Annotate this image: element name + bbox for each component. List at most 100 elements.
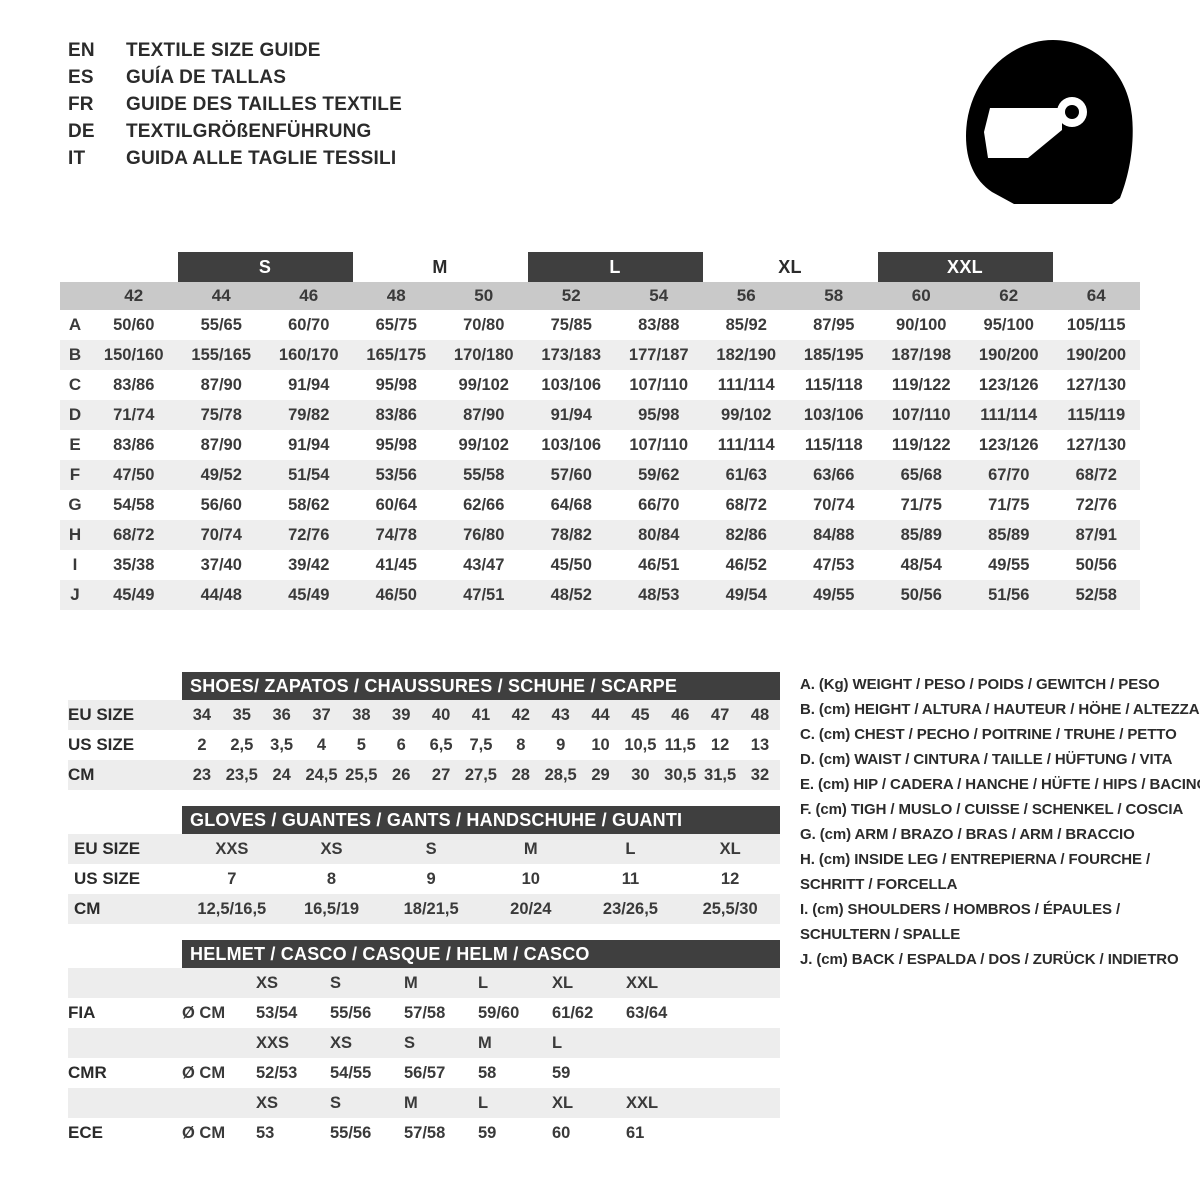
table-cell: 75/78 [200, 405, 242, 424]
table-cell: 182/190 [716, 345, 777, 364]
measurement-row-label: D [68, 405, 82, 424]
table-cell: 28,5 [544, 765, 577, 784]
helmet-size-label: XS [330, 1033, 353, 1052]
table-cell: 60/64 [375, 495, 417, 514]
title-text: TEXTILGRÖßENFÜHRUNG [126, 121, 372, 142]
helmet-value-row: CMR Ø CM 52/53 54/55 56/57 58 59 [68, 1058, 780, 1088]
sub-table-row-label: CM [68, 765, 95, 784]
table-cell: 32 [750, 765, 770, 784]
table-cell: 95/100 [983, 315, 1034, 334]
table-row: C 83/86 87/90 91/94 95/98 99/102 103/106 107/11… [60, 370, 1140, 400]
table-cell: 56/57 [404, 1063, 446, 1082]
table-cell: 95/98 [375, 435, 417, 454]
helmet-size-label: XL [552, 1093, 574, 1112]
table-cell: 20/24 [510, 899, 552, 918]
table-row: US SIZE 7 8 9 10 11 12 [68, 864, 780, 894]
size-band-row: S M L XL XXL [90, 252, 1140, 282]
table-cell: 60/70 [288, 315, 330, 334]
size-band-m: M [432, 256, 448, 277]
measurement-legend: A. (Kg) WEIGHT / PESO / POIDS / GEWITCH … [800, 672, 1200, 972]
table-cell: 150/160 [103, 345, 164, 364]
table-cell: 74/78 [375, 525, 417, 544]
table-cell: 55/56 [330, 1003, 372, 1022]
table-cell: 46/52 [725, 555, 767, 574]
table-cell: 48/53 [638, 585, 680, 604]
table-cell: 177/187 [628, 345, 689, 364]
table-cell: 24,5 [305, 765, 338, 784]
racing-helmet-icon [952, 32, 1152, 212]
sub-table-cells: 2 2,5 3,5 4 5 6 6,5 7,5 8 9 10 10,5 11,5 12 13 [182, 736, 780, 755]
table-cell: 99/102 [458, 375, 509, 394]
table-cell: 39 [392, 705, 411, 724]
table-cell: 190/200 [978, 345, 1039, 364]
table-cell: 173/183 [541, 345, 602, 364]
textile-size-table: S M L XL XXL 42 44 46 48 50 52 54 56 58 60 62 64 A 50/60… [60, 252, 1140, 610]
table-cell: 63/66 [813, 465, 855, 484]
legend-line: C. (cm) CHEST / PECHO / POITRINE / TRUHE… [800, 726, 1177, 743]
table-cell: 27 [431, 765, 451, 784]
sub-tables: SHOES/ ZAPATOS / CHAUSSURES / SCHUHE / S… [68, 672, 780, 1164]
table-cell: 61 [626, 1123, 645, 1142]
table-cell: 51/54 [288, 465, 330, 484]
table-cell: 43/47 [463, 555, 505, 574]
table-cell: 185/195 [803, 345, 864, 364]
helmet-size-label: L [552, 1033, 563, 1052]
table-cell: 11,5 [664, 735, 696, 754]
table-cell: 75/85 [550, 315, 592, 334]
table-cell: 5 [356, 735, 366, 754]
table-cell: 107/110 [629, 435, 689, 454]
helmet-value-row: FIA Ø CM 53/54 55/56 57/58 59/60 61/62 63/64 [68, 998, 780, 1028]
table-cell: 65/68 [900, 465, 942, 484]
sub-table-row-label: US SIZE [74, 869, 141, 888]
table-cell: 49/55 [988, 555, 1030, 574]
table-cell: 71/74 [113, 405, 155, 424]
table-cell: 67/70 [988, 465, 1030, 484]
table-cell: 165/175 [366, 345, 427, 364]
table-cell: 76/80 [463, 525, 505, 544]
table-cell: 37/40 [200, 555, 242, 574]
helmet-size-label: XXL [626, 1093, 659, 1112]
measurement-row-label: A [68, 315, 82, 334]
title-row: EN TEXTILE SIZE GUIDE [68, 40, 402, 67]
sub-table-row-label: US SIZE [68, 735, 135, 754]
table-cell: 38 [352, 705, 371, 724]
title-text: TEXTILE SIZE GUIDE [126, 40, 321, 61]
table-cell: 7,5 [469, 735, 493, 754]
shoes-table-title: SHOES/ ZAPATOS / CHAUSSURES / SCHUHE / S… [182, 672, 780, 700]
table-cell: 78/82 [550, 525, 592, 544]
table-cell: 6,5 [429, 735, 453, 754]
title-language-code: IT [68, 148, 86, 169]
table-cell: 50/56 [900, 585, 942, 604]
table-cell: 55/58 [463, 465, 505, 484]
title-row: DE TEXTILGRÖßENFÜHRUNG [68, 121, 402, 148]
table-cell: 85/89 [988, 525, 1030, 544]
table-cell: 115/119 [1067, 405, 1126, 424]
size-band-xxl: XXL [877, 252, 1053, 282]
table-cell: 44/48 [200, 585, 242, 604]
sub-table-row-label: EU SIZE [74, 839, 141, 858]
table-cell: 44 [591, 705, 610, 724]
table-cell: 9 [426, 869, 436, 888]
table-cell: XL [719, 839, 741, 858]
table-cell: 46/50 [375, 585, 417, 604]
size-column-header: 46 [299, 286, 319, 305]
size-column-header: 62 [999, 286, 1019, 305]
table-row: J 45/49 44/48 45/49 46/50 47/51 48/52 48/53 49/5… [60, 580, 1140, 610]
table-row: E 83/86 87/90 91/94 95/98 99/102 103/106 107/11… [60, 430, 1140, 460]
table-cell: 51/56 [988, 585, 1030, 604]
table-cell: 29 [591, 765, 610, 784]
table-cell: 83/86 [113, 375, 155, 394]
table-cell: 46/51 [638, 555, 680, 574]
table-cell: 6 [396, 735, 406, 754]
table-cell: 123/126 [978, 435, 1039, 454]
helmet-size-label: S [404, 1033, 416, 1052]
table-cell: 52/58 [1075, 585, 1117, 604]
size-column-header: 44 [211, 286, 231, 305]
table-cell: M [523, 839, 538, 858]
size-band-l: L [527, 252, 703, 282]
table-cell: 70/74 [813, 495, 855, 514]
size-band-empty [1053, 252, 1141, 282]
table-cell: 2 [197, 735, 207, 754]
table-row: A 50/60 55/65 60/70 65/75 70/80 75/85 83/88 85/9… [60, 310, 1140, 340]
table-cell: 13 [750, 735, 770, 754]
